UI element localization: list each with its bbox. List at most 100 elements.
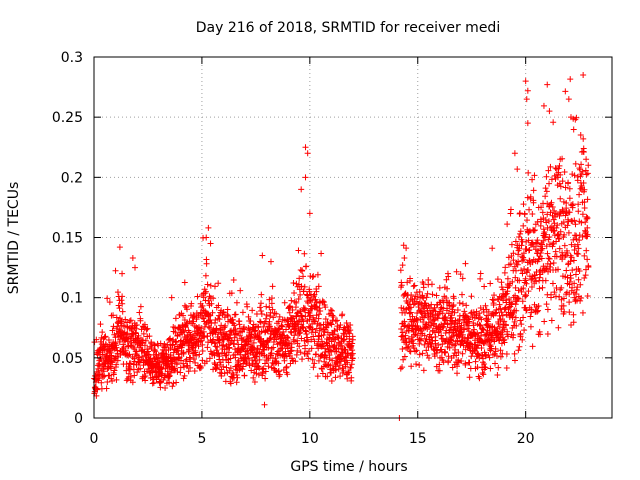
data-point	[407, 304, 414, 311]
data-point	[337, 321, 344, 328]
data-point	[310, 333, 317, 340]
data-point	[492, 360, 499, 367]
data-point	[496, 301, 503, 308]
data-point	[125, 352, 132, 359]
data-point	[312, 303, 319, 310]
data-point	[281, 299, 288, 306]
data-point	[314, 373, 321, 380]
data-point	[214, 344, 221, 351]
data-point	[497, 305, 504, 312]
data-point	[204, 344, 211, 351]
data-point	[461, 308, 468, 315]
data-point	[507, 260, 514, 267]
data-point	[535, 303, 542, 310]
data-point	[332, 318, 339, 325]
data-point	[530, 227, 537, 234]
data-point	[260, 365, 267, 372]
data-point	[453, 352, 460, 359]
data-point	[344, 350, 351, 357]
data-point	[518, 267, 525, 274]
data-point	[345, 369, 352, 376]
data-point	[584, 231, 591, 238]
data-point	[529, 211, 536, 218]
data-point	[546, 255, 553, 262]
data-point	[416, 361, 423, 368]
data-point	[433, 292, 440, 299]
data-point	[190, 356, 197, 363]
data-point	[453, 268, 460, 275]
data-point	[566, 209, 573, 216]
data-point	[207, 282, 214, 289]
data-point	[104, 379, 111, 386]
data-point	[402, 332, 409, 339]
data-point	[205, 224, 212, 231]
data-point	[108, 365, 115, 372]
data-point	[202, 288, 209, 295]
data-point	[245, 355, 252, 362]
data-point	[198, 337, 205, 344]
data-point	[295, 295, 302, 302]
data-point	[290, 280, 297, 287]
data-point	[113, 344, 120, 351]
data-point	[536, 285, 543, 292]
data-point	[401, 309, 408, 316]
data-point	[227, 380, 234, 387]
data-point	[110, 371, 117, 378]
data-point	[518, 321, 525, 328]
data-point	[445, 359, 452, 366]
data-point	[557, 156, 564, 163]
data-point	[314, 271, 321, 278]
data-point	[211, 359, 218, 366]
data-point	[257, 300, 264, 307]
data-point	[181, 328, 188, 335]
data-point	[566, 278, 573, 285]
data-point	[228, 290, 235, 297]
data-point	[454, 370, 461, 377]
data-point	[270, 314, 277, 321]
data-point	[101, 334, 108, 341]
data-point	[157, 384, 164, 391]
data-point	[331, 342, 338, 349]
data-point	[107, 352, 114, 359]
data-point	[119, 308, 126, 315]
data-point	[329, 357, 336, 364]
data-point	[196, 351, 203, 358]
data-point	[134, 369, 141, 376]
data-point	[498, 284, 505, 291]
data-point	[269, 306, 276, 313]
data-point	[266, 323, 273, 330]
data-point	[244, 350, 251, 357]
data-point	[256, 318, 263, 325]
data-point	[335, 366, 342, 373]
data-point	[520, 201, 527, 208]
data-point	[570, 311, 577, 318]
data-point	[425, 354, 432, 361]
data-point	[299, 356, 306, 363]
data-point	[472, 358, 479, 365]
data-point	[521, 266, 528, 273]
data-point	[305, 338, 312, 345]
data-point	[485, 316, 492, 323]
data-point	[558, 284, 565, 291]
data-point	[249, 307, 256, 314]
data-point	[570, 257, 577, 264]
data-point	[283, 339, 290, 346]
data-point	[581, 274, 588, 281]
data-point	[298, 186, 305, 193]
data-point	[320, 331, 327, 338]
data-point	[305, 348, 312, 355]
data-point	[501, 339, 508, 346]
data-point	[546, 234, 553, 241]
data-point	[524, 194, 531, 201]
data-point	[399, 346, 406, 353]
data-point	[407, 309, 414, 316]
data-point	[302, 144, 309, 151]
data-point	[225, 313, 232, 320]
data-point	[338, 355, 345, 362]
data-point	[245, 313, 252, 320]
data-point	[111, 367, 118, 374]
data-point	[302, 307, 309, 314]
data-point	[418, 335, 425, 342]
data-point	[546, 180, 553, 187]
